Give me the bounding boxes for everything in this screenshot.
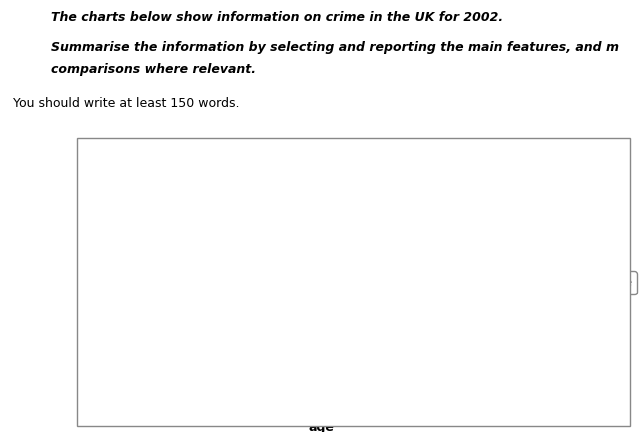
crime rate xyxy=(340,353,348,358)
crime rate xyxy=(228,218,236,223)
Legend: crime rate: crime rate xyxy=(527,271,637,295)
Line: crime rate: crime rate xyxy=(140,193,481,396)
crime rate xyxy=(140,390,147,395)
X-axis label: age: age xyxy=(308,421,335,432)
crime rate xyxy=(273,243,281,248)
crime rate xyxy=(474,373,481,378)
crime rate xyxy=(362,355,370,360)
Y-axis label: crime rate, %: crime rate, % xyxy=(95,236,108,330)
Text: The charts below show information on crime in the UK for 2002.: The charts below show information on cri… xyxy=(51,11,503,24)
crime rate xyxy=(407,370,415,375)
crime rate xyxy=(429,370,437,375)
crime rate xyxy=(184,390,191,395)
crime rate xyxy=(318,348,326,353)
crime rate xyxy=(296,343,303,348)
crime rate xyxy=(251,193,259,198)
Text: comparisons where relevant.: comparisons where relevant. xyxy=(51,63,256,76)
Title: The Relationship Between Age and Crime, 2002: The Relationship Between Age and Crime, … xyxy=(117,150,526,165)
crime rate xyxy=(452,373,460,378)
crime rate xyxy=(385,368,392,373)
Text: You should write at least 150 words.: You should write at least 150 words. xyxy=(13,97,239,110)
crime rate xyxy=(162,390,170,395)
Text: Summarise the information by selecting and reporting the main features, and m: Summarise the information by selecting a… xyxy=(51,41,620,54)
crime rate xyxy=(206,383,214,388)
